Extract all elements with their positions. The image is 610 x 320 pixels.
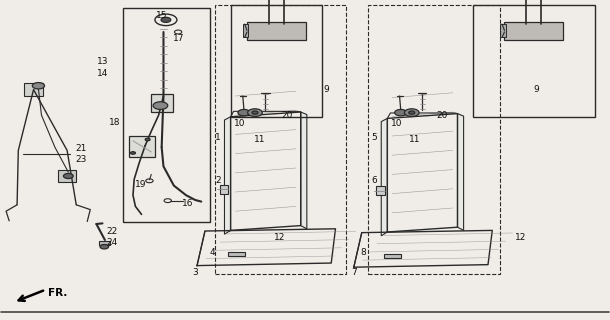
Bar <box>473 5 595 117</box>
Bar <box>384 254 401 258</box>
Text: 15: 15 <box>156 11 167 20</box>
Text: 23: 23 <box>75 156 87 164</box>
Text: 9: 9 <box>323 85 329 94</box>
Circle shape <box>395 109 407 116</box>
Text: 19: 19 <box>135 180 146 189</box>
Text: 20: 20 <box>436 111 448 120</box>
Bar <box>99 241 110 245</box>
Text: 14: 14 <box>97 69 109 78</box>
Text: 20: 20 <box>282 111 293 120</box>
Circle shape <box>100 244 109 249</box>
Text: 11: 11 <box>254 135 265 144</box>
Bar <box>243 24 248 37</box>
Text: 12: 12 <box>515 233 527 242</box>
Text: 13: 13 <box>97 57 109 66</box>
Text: 1: 1 <box>215 133 221 142</box>
Polygon shape <box>458 114 464 230</box>
Circle shape <box>238 109 250 116</box>
Circle shape <box>409 111 415 114</box>
Text: 21: 21 <box>75 144 87 153</box>
Text: FR.: FR. <box>48 288 67 299</box>
Bar <box>151 94 173 112</box>
Bar <box>231 5 322 117</box>
Text: 12: 12 <box>274 233 285 242</box>
Bar <box>215 5 346 274</box>
Text: 7: 7 <box>351 268 357 277</box>
Bar <box>228 252 245 256</box>
Bar <box>376 186 385 195</box>
Polygon shape <box>224 117 231 234</box>
Circle shape <box>145 138 150 141</box>
Polygon shape <box>301 112 307 229</box>
Text: 10: 10 <box>234 119 246 128</box>
Text: 16: 16 <box>182 199 193 208</box>
Text: 10: 10 <box>391 119 403 128</box>
Polygon shape <box>381 118 387 236</box>
Bar <box>504 22 563 40</box>
Circle shape <box>32 83 45 89</box>
Bar <box>500 24 506 37</box>
Bar <box>58 170 76 182</box>
Bar <box>247 22 306 40</box>
Circle shape <box>63 173 73 179</box>
Circle shape <box>248 109 262 116</box>
Text: 18: 18 <box>109 118 121 127</box>
Text: 22: 22 <box>107 228 118 236</box>
Text: 9: 9 <box>534 85 539 94</box>
Circle shape <box>153 102 168 109</box>
Circle shape <box>404 109 419 116</box>
Text: 17: 17 <box>173 34 184 43</box>
Bar <box>368 5 500 274</box>
Bar <box>24 83 43 96</box>
Circle shape <box>252 111 258 114</box>
Text: 6: 6 <box>371 176 377 185</box>
Text: 24: 24 <box>107 238 118 247</box>
Text: 2: 2 <box>215 176 221 185</box>
Text: 5: 5 <box>371 133 377 142</box>
Circle shape <box>161 17 171 22</box>
Bar <box>123 8 210 222</box>
Text: 8: 8 <box>361 248 366 257</box>
Text: 11: 11 <box>409 135 421 144</box>
Circle shape <box>131 152 135 154</box>
Bar <box>220 185 228 194</box>
Text: 3: 3 <box>193 268 198 277</box>
Bar <box>129 136 155 157</box>
Text: 4: 4 <box>209 248 215 257</box>
